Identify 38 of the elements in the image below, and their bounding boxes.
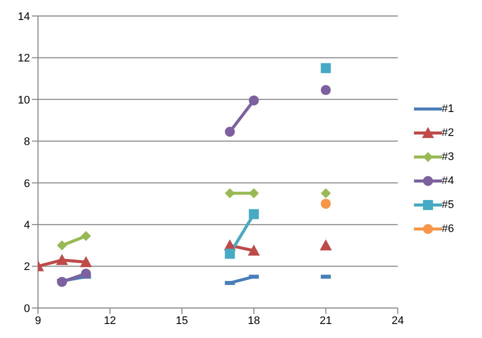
- point: [320, 188, 331, 198]
- point: [320, 239, 332, 250]
- legend-label: #6: [442, 223, 454, 235]
- y-tick-label: 8: [24, 136, 30, 148]
- point: [80, 256, 92, 268]
- point: [224, 188, 235, 198]
- point: [248, 244, 260, 256]
- legend-label: #5: [442, 199, 454, 211]
- point: [80, 231, 91, 242]
- point: [80, 268, 91, 279]
- y-tick-label: 14: [18, 10, 30, 23]
- y-tick-label: 6: [24, 178, 30, 190]
- x-tick-label: 12: [104, 314, 116, 327]
- x-tick-label: 15: [176, 314, 188, 327]
- legend-label: #2: [442, 127, 454, 139]
- legend-label: #4: [442, 175, 454, 187]
- y-tick-label: 12: [18, 52, 30, 65]
- y-tick-label: 0: [24, 302, 30, 315]
- y-tick-label: 10: [18, 94, 30, 106]
- point: [56, 276, 67, 287]
- point: [248, 95, 259, 106]
- x-tick-label: 9: [34, 314, 42, 327]
- point: [248, 209, 259, 220]
- x-tick-label: 18: [248, 314, 260, 327]
- point: [224, 126, 235, 137]
- point: [320, 63, 331, 74]
- point: [56, 254, 68, 266]
- y-tick-label: 2: [24, 261, 30, 274]
- point: [320, 198, 331, 209]
- y-tick-label: 4: [24, 219, 30, 232]
- x-tick-label: 24: [392, 314, 404, 327]
- point: [224, 248, 235, 259]
- legend-label: #1: [442, 103, 454, 115]
- point: [248, 188, 259, 198]
- point: [56, 240, 67, 250]
- point: [320, 85, 331, 96]
- x-tick-label: 21: [320, 314, 332, 327]
- legend-label: #3: [442, 151, 454, 163]
